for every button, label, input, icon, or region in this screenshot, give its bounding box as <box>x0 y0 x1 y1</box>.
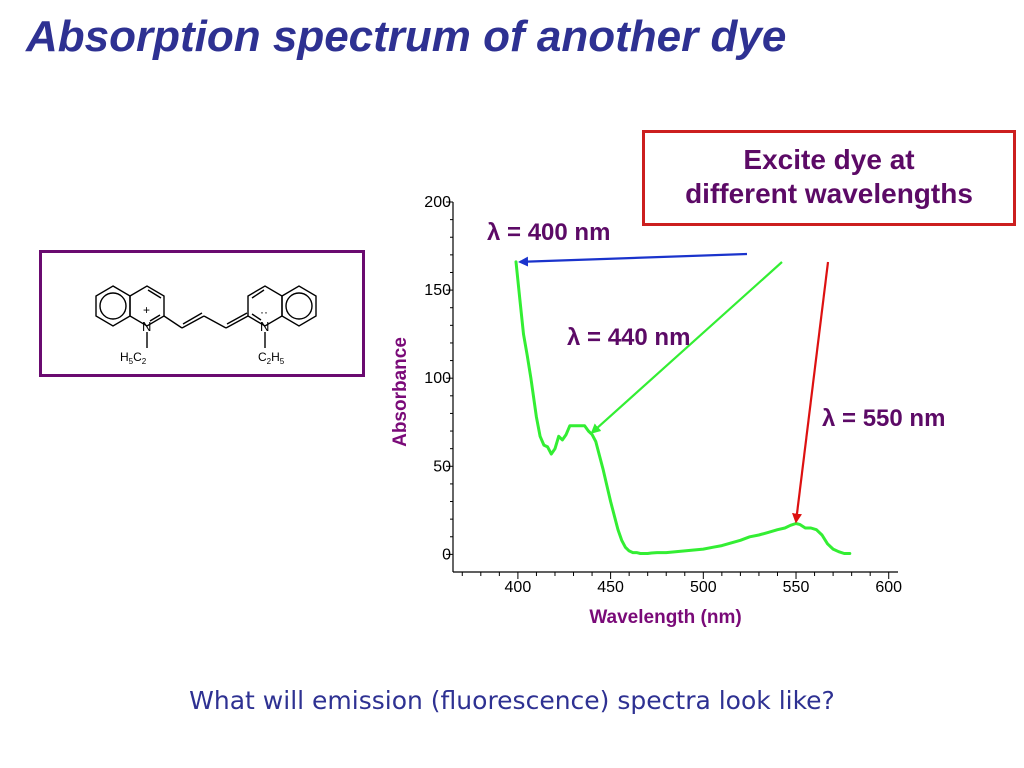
wavelength-arrow-3 <box>792 261 830 524</box>
right-lone-pair-label: ·· <box>260 305 268 319</box>
right-benzene-ring <box>281 285 317 327</box>
dye-molecule-drawing: + N H5C2 ·· N C2H5 <box>95 285 317 366</box>
question-text: What will emission (fluorescence) spectr… <box>189 686 835 715</box>
y-tick-label: 50 <box>433 458 451 475</box>
x-tick-label: 600 <box>875 579 902 596</box>
absorbance-curve <box>514 260 852 555</box>
x-tick-label: 550 <box>783 579 810 596</box>
left-charge-label: + <box>143 303 150 317</box>
x-tick-label: 400 <box>505 579 532 596</box>
left-aromatic-circle <box>99 292 127 320</box>
right-aromatic-circle <box>285 292 313 320</box>
y-tick-label: 0 <box>442 546 451 563</box>
wavelength-label-2: λ = 440 nm <box>567 324 690 351</box>
slide-title: Absorption spectrum of another dye <box>26 12 787 61</box>
y-tick-label: 100 <box>424 370 451 387</box>
left-nitrogen-label: N <box>142 319 151 334</box>
wavelength-label-1: λ = 400 nm <box>487 219 610 246</box>
x-tick-label: 450 <box>597 579 624 596</box>
y-axis-label: Absorbance <box>390 337 411 447</box>
right-ethyl-label: C2H5 <box>258 350 285 366</box>
molecule-structure-panel: + N H5C2 ·· N C2H5 <box>39 250 365 377</box>
left-ethyl-label: H5C2 <box>120 350 147 366</box>
x-axis-label: Wavelength (nm) <box>589 607 741 628</box>
y-tick-label: 200 <box>424 194 451 211</box>
callout-line-2: different wavelengths <box>685 178 973 209</box>
wavelength-label-3: λ = 550 nm <box>822 405 945 432</box>
y-tick-label: 150 <box>424 282 451 299</box>
callout-line-1: Excite dye at <box>743 144 915 175</box>
right-nitrogen-label: N <box>260 319 269 334</box>
callout-box: Excite dye at different wavelengths <box>642 130 1016 226</box>
wavelength-arrow-1 <box>518 252 748 267</box>
x-tick-label: 500 <box>690 579 717 596</box>
wavelength-arrow-2 <box>590 261 783 434</box>
